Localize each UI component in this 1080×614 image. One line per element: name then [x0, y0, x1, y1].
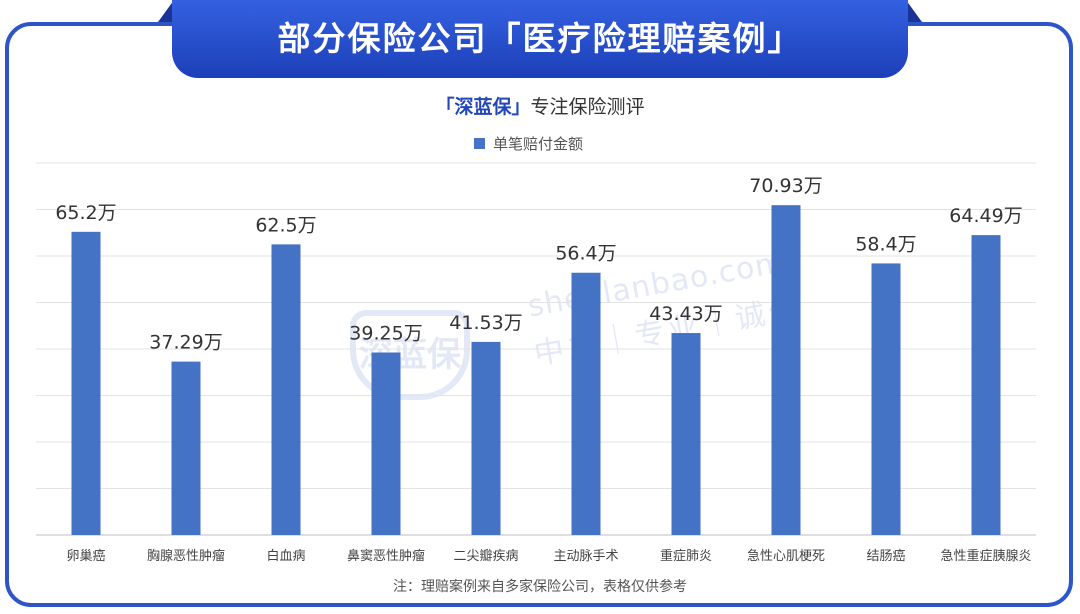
data-label: 58.4万 — [855, 233, 916, 255]
bars — [71, 205, 1001, 535]
category-label: 重症肺炎 — [660, 548, 712, 564]
data-label: 62.5万 — [255, 214, 316, 236]
bar — [71, 231, 101, 535]
bar — [771, 205, 801, 535]
bar — [371, 352, 401, 535]
bar — [871, 263, 901, 535]
category-label: 胸腺恶性肿瘤 — [147, 548, 225, 564]
category-label: 卵巢癌 — [66, 548, 105, 564]
subtitle-brand: 「深蓝保」 — [435, 96, 531, 118]
bar — [171, 361, 201, 535]
page-title: 部分保险公司「医疗险理赔案例」 — [277, 19, 803, 58]
chart-legend: 单笔赔付金额 — [474, 133, 583, 153]
data-label: 43.43万 — [649, 303, 722, 325]
bar — [671, 333, 701, 535]
bar — [271, 244, 301, 535]
data-label: 41.53万 — [449, 312, 522, 334]
legend-swatch — [474, 137, 485, 149]
data-label: 65.2万 — [55, 202, 116, 224]
data-label: 39.25万 — [349, 322, 422, 344]
category-label: 二尖瓣疾病 — [453, 549, 518, 564]
subtitle-text: 专注保险测评 — [530, 96, 645, 118]
data-label: 56.4万 — [555, 243, 616, 265]
data-label: 64.49万 — [949, 205, 1022, 227]
bar — [971, 235, 1001, 535]
category-label: 急性心肌梗死 — [747, 549, 825, 564]
category-label: 主动脉手术 — [553, 549, 618, 564]
data-labels: 65.2万 37.29万 62.5万 39.25万 41.53万 56.4万 43.43万 7… — [55, 175, 1022, 353]
category-label: 鼻窦恶性肿瘤 — [347, 548, 425, 564]
data-label: 70.93万 — [749, 175, 822, 197]
bar — [471, 341, 501, 535]
legend-label: 单笔赔付金额 — [493, 134, 584, 153]
bar — [571, 272, 601, 535]
gridlines — [36, 162, 1036, 536]
title-banner — [172, 0, 908, 78]
category-label: 结肠癌 — [866, 548, 905, 564]
footnote: 注：理赔案例来自多家保险公司，表格仅供参考 — [393, 579, 687, 595]
data-label: 37.29万 — [149, 332, 222, 354]
category-label: 白血病 — [266, 548, 305, 564]
category-label: 急性重症胰腺炎 — [940, 548, 1031, 564]
chart-subtitle: 「深蓝保」专注保险测评 — [0, 92, 1080, 119]
category-labels: 卵巢癌 胸腺恶性肿瘤 白血病 鼻窦恶性肿瘤 二尖瓣疾病 主动脉手术 重症肺炎 急性心肌梗死 结肠… — [66, 548, 1031, 564]
